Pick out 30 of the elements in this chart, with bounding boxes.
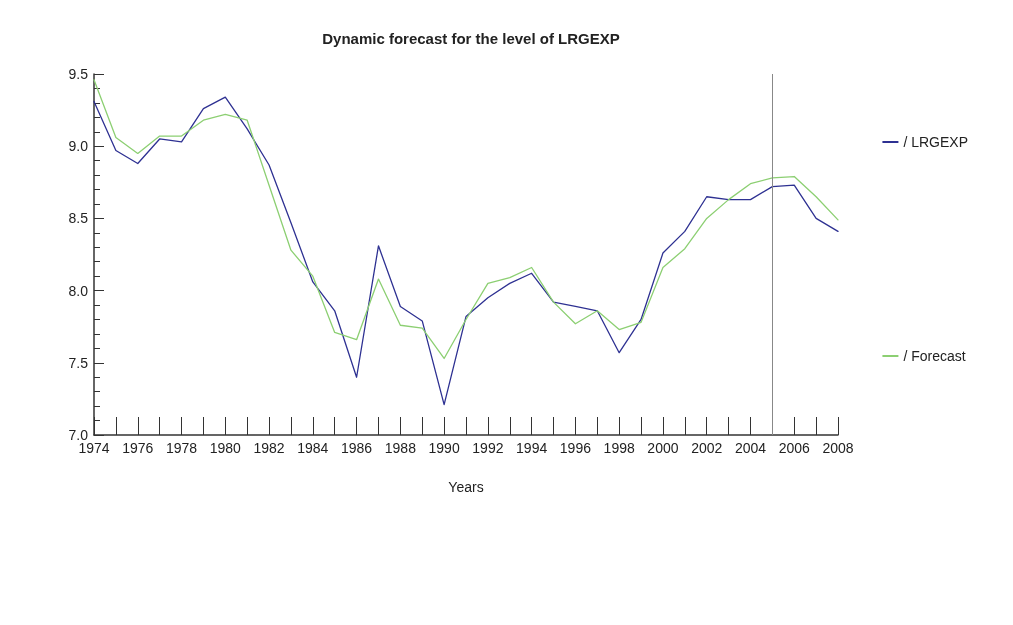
x-tick-label: 1996: [559, 440, 592, 456]
x-tick-label: 1986: [341, 440, 373, 456]
x-tick-label: 1994: [516, 440, 548, 456]
x-tick-label: 1982: [253, 440, 285, 456]
x-tick-label: 1980: [209, 440, 242, 456]
x-tick-label: 2008: [822, 440, 854, 456]
x-tick-label: 1988: [384, 440, 417, 456]
x-axis-title: Years: [448, 479, 484, 495]
x-tick-label: 2000: [647, 440, 679, 456]
x-tick-label: 1976: [122, 440, 154, 456]
y-tick-label: 8.0: [68, 282, 89, 299]
y-tick-label: 9.0: [68, 138, 89, 155]
legend-label: / Forecast: [903, 348, 966, 364]
y-tick-label: 9.5: [68, 66, 89, 82]
y-tick-label: 8.5: [68, 210, 89, 227]
chart-title: Dynamic forecast for the level of LRGEXP: [322, 30, 620, 47]
x-tick-label: 1978: [165, 440, 198, 456]
x-tick-label: 1984: [297, 440, 329, 456]
x-tick-label: 1992: [472, 440, 504, 456]
line-series: [93, 96, 839, 406]
x-tick-label: 2002: [691, 440, 723, 456]
y-tick-label: 7.5: [68, 354, 89, 371]
x-tick-label: 1974: [78, 440, 110, 456]
y-tick-label: 7.0: [68, 427, 89, 443]
x-tick-label: 2006: [778, 440, 811, 456]
x-tick-label: 1990: [428, 440, 460, 456]
x-tick-label: 2004: [734, 440, 767, 456]
line-series: [93, 79, 839, 360]
x-tick-label: 1998: [603, 440, 635, 456]
legend-label: / LRGEXP: [903, 134, 969, 150]
